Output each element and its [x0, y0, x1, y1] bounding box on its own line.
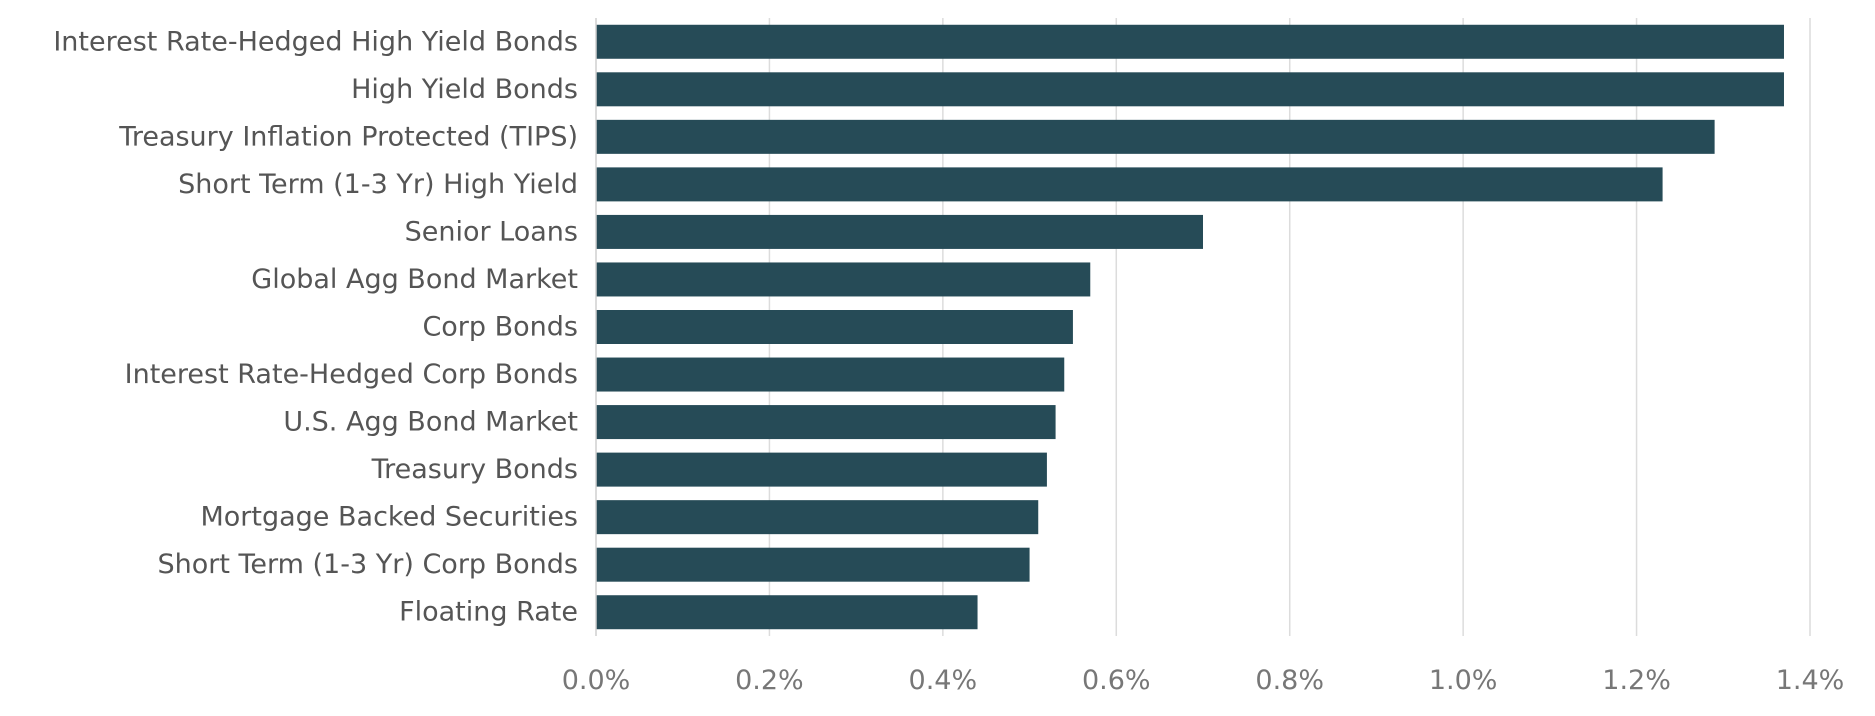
bar-layer	[596, 24, 1784, 630]
x-tick-label: 1.0%	[1429, 665, 1498, 696]
x-tick-label: 0.0%	[562, 665, 631, 696]
bar	[596, 405, 1056, 440]
bar	[596, 214, 1203, 249]
bar	[596, 72, 1784, 107]
category-labels: Interest Rate-Hedged High Yield Bonds Hig…	[53, 26, 578, 627]
category-label: Mortgage Backed Securities	[200, 502, 578, 533]
bar	[596, 262, 1091, 297]
x-tick-label: 0.4%	[909, 665, 978, 696]
x-tick-label: 0.2%	[735, 665, 804, 696]
category-label: Short Term (1-3 Yr) Corp Bonds	[157, 549, 578, 580]
category-label: Senior Loans	[405, 216, 578, 247]
category-label: Global Agg Bond Market	[251, 264, 578, 295]
category-label: Short Term (1-3 Yr) High Yield	[178, 169, 578, 200]
bar	[596, 357, 1065, 392]
bar	[596, 167, 1663, 202]
category-label: Floating Rate	[399, 597, 578, 628]
x-tick-label: 0.8%	[1255, 665, 1324, 696]
category-label: Interest Rate-Hedged Corp Bonds	[125, 359, 578, 390]
category-label: Treasury Inflation Protected (TIPS)	[118, 121, 578, 152]
bar	[596, 595, 978, 630]
bar	[596, 119, 1715, 154]
bar	[596, 547, 1030, 582]
bar	[596, 310, 1073, 344]
category-label: Treasury Bonds	[371, 454, 578, 485]
x-tick-label: 1.4%	[1776, 665, 1845, 696]
category-label: Corp Bonds	[422, 312, 578, 343]
category-label: Interest Rate-Hedged High Yield Bonds	[53, 26, 578, 57]
category-label: U.S. Agg Bond Market	[283, 407, 578, 438]
bar	[596, 452, 1047, 487]
x-tick-labels: 0.0% 0.2% 0.4% 0.6% 0.8% 1.0% 1.2% 1.4%	[562, 665, 1845, 696]
x-tick-label: 1.2%	[1602, 665, 1671, 696]
x-tick-label: 0.6%	[1082, 665, 1151, 696]
bar	[596, 24, 1784, 59]
bar	[596, 500, 1039, 535]
category-label: High Yield Bonds	[351, 74, 578, 105]
